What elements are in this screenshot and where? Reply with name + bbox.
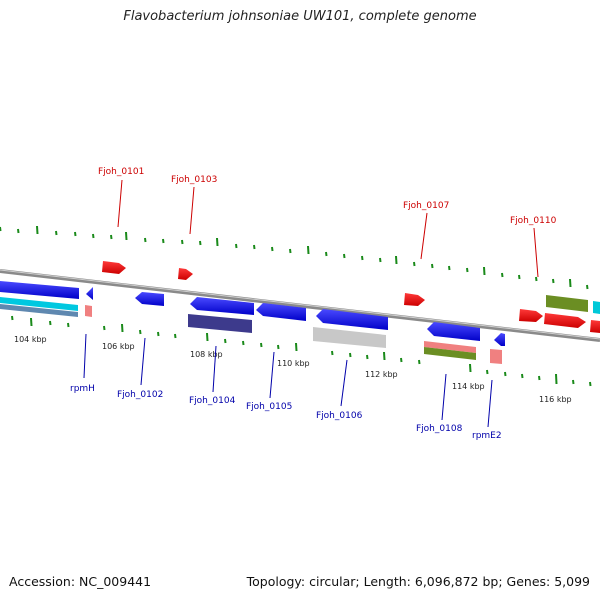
- gene-fjoh-0104: [190, 297, 254, 315]
- inner-tick-ring: [11, 315, 592, 387]
- scale-label: 106 kbp: [102, 342, 135, 351]
- gene-fjoh-0102: [135, 292, 164, 306]
- gene-label-bottom: rpmE2: [472, 431, 502, 441]
- scale-labels: 104 kbp 106 kbp 108 kbp 110 kbp 112 kbp …: [14, 335, 572, 404]
- gene-cyan-right: [593, 301, 600, 314]
- gene-blue-left: [0, 281, 79, 299]
- gene-label-top: Fjoh_0110: [510, 216, 557, 226]
- forward-genes: [102, 261, 600, 333]
- top-labels: Fjoh_0101 Fjoh_0103 Fjoh_0107 Fjoh_0110: [98, 167, 557, 226]
- gene-rpmh: [86, 287, 93, 300]
- gene-label-bottom: Fjoh_0104: [189, 396, 236, 406]
- gene-rpme2: [494, 333, 505, 346]
- outer-tick-ring: [0, 225, 589, 290]
- scale-label: 104 kbp: [14, 335, 47, 344]
- gene-fjoh-0106-gray: [313, 327, 386, 348]
- reverse-genes: [0, 281, 505, 364]
- gene-label-top: Fjoh_0107: [403, 201, 449, 211]
- gene-label-bottom: Fjoh_0102: [117, 390, 163, 400]
- gene-fjoh-0107: [404, 293, 425, 306]
- gene-fjoh-0104-purple: [188, 314, 252, 333]
- top-label-callouts: [117, 179, 539, 278]
- gene-cyan-left: [0, 297, 78, 311]
- gene-rpme2-pink: [490, 349, 502, 364]
- gene-fjoh-0110: [519, 309, 543, 322]
- gene-red-2: [544, 313, 586, 328]
- bottom-labels: rpmH Fjoh_0102 Fjoh_0104 Fjoh_0105 Fjoh_…: [70, 384, 502, 441]
- gene-rpmh-pink: [85, 305, 92, 317]
- scale-label: 116 kbp: [539, 395, 572, 404]
- gene-label-bottom: Fjoh_0106: [316, 411, 363, 421]
- gene-label-top: Fjoh_0103: [171, 175, 217, 185]
- gene-fjoh-0108: [427, 322, 480, 341]
- accession-label: Accession: NC_009441: [9, 574, 152, 589]
- gene-fjoh-0108-olive: [424, 347, 476, 360]
- gene-label-top: Fjoh_0101: [98, 167, 144, 177]
- genome-backbone: [0, 269, 600, 342]
- genome-summary: Topology: circular; Length: 6,096,872 bp…: [246, 574, 590, 589]
- gene-fjoh-0103: [178, 268, 193, 280]
- gene-label-bottom: Fjoh_0105: [246, 402, 292, 412]
- scale-label: 110 kbp: [277, 359, 310, 368]
- gene-red-3: [590, 320, 600, 333]
- bottom-label-callouts: [83, 333, 493, 428]
- scale-label: 108 kbp: [190, 350, 223, 359]
- gene-label-bottom: Fjoh_0108: [416, 424, 463, 434]
- gene-olive: [546, 295, 588, 312]
- scale-label: 114 kbp: [452, 382, 485, 391]
- gene-fjoh-0101: [102, 261, 126, 274]
- gene-fjoh-0105: [256, 303, 306, 321]
- map-title: Flavobacterium johnsoniae UW101, complet…: [123, 9, 477, 24]
- gene-label-bottom: rpmH: [70, 384, 95, 394]
- gene-slate-left: [0, 304, 78, 317]
- scale-label: 112 kbp: [365, 370, 398, 379]
- gene-fjoh-0108-pink: [424, 341, 476, 353]
- gene-fjoh-0106: [316, 309, 388, 330]
